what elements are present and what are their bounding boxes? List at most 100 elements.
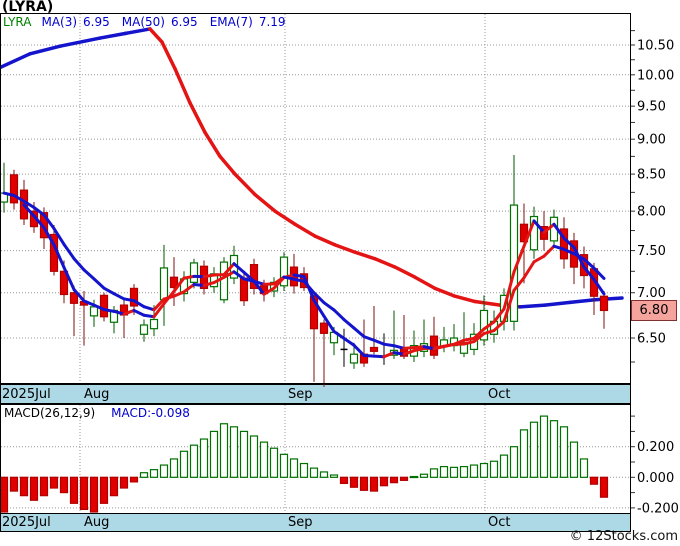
ma50-segment [28, 44, 62, 56]
ma-line-segment [172, 276, 186, 293]
ma-line-segment [202, 281, 216, 287]
candle-body [599, 295, 609, 312]
ma-line-segment [232, 270, 246, 281]
candle-body [319, 322, 329, 334]
ma50-segment [313, 234, 337, 247]
main-panel-border [0, 13, 631, 384]
price-axis-label: 8.50 [637, 168, 666, 183]
macd-bar [249, 435, 259, 478]
macd-bar [579, 458, 589, 478]
ma-line-segment [382, 351, 396, 359]
macd-bar [409, 475, 419, 479]
macd-bar [19, 476, 29, 497]
macd-bar [279, 453, 289, 478]
candle-body [429, 335, 439, 356]
macd-bar [509, 446, 519, 478]
ma-line-segment [582, 265, 596, 281]
candle-body [99, 294, 109, 318]
ma-line-segment [222, 270, 236, 279]
ma-line-segment [102, 308, 116, 313]
ma-line-segment [382, 342, 396, 348]
ma-line-segment [342, 318, 356, 330]
candle-body [149, 318, 159, 330]
month-label: 2025Jul [2, 515, 51, 530]
ma-line-segment [272, 275, 286, 286]
month-label: Oct [488, 387, 510, 402]
ma-line-segment [82, 299, 96, 307]
candle-body [89, 306, 99, 317]
macd-bar [369, 476, 379, 492]
macd-bar [289, 458, 299, 478]
ma-line-segment [32, 205, 46, 217]
x-axis-band [0, 384, 631, 404]
ma-line-segment [212, 275, 226, 285]
ma-line-segment [422, 345, 436, 351]
ma-line-segment [582, 257, 596, 270]
candle-body [219, 261, 229, 301]
ma50-segment [233, 172, 257, 197]
ma-line-segment [252, 279, 266, 296]
ma-line-segment [162, 294, 176, 301]
macd-bar [319, 471, 329, 478]
macd-bar [189, 444, 199, 478]
ma50-segment [568, 298, 597, 305]
ma-line-segment [122, 308, 136, 316]
price-axis-label: 10.00 [637, 68, 674, 83]
ma-line-segment [112, 309, 126, 316]
macd-bar [569, 441, 579, 478]
macd-bar [259, 441, 269, 478]
candle-body [9, 174, 19, 204]
candle-body [369, 346, 379, 352]
legend-ema7-value: 7.19 [258, 15, 286, 29]
ma-line-segment [52, 243, 66, 269]
macd-bar [469, 464, 479, 478]
macd-bar [149, 469, 159, 478]
ma-line-segment [42, 213, 56, 231]
month-label: Aug [84, 515, 109, 530]
macd-bar [229, 426, 239, 478]
macd-bar [549, 420, 559, 478]
macd-bar [89, 476, 99, 513]
ma-line-segment [152, 302, 166, 319]
ma-line-segment [562, 236, 576, 249]
ma-line-segment [202, 273, 216, 279]
ma50-segment [253, 192, 277, 213]
ma50-segment [293, 222, 317, 238]
macd-params-label: MACD(26,12,9) [4, 406, 96, 420]
macd-bar [139, 472, 149, 478]
ma50-segment [123, 27, 152, 36]
macd-bar [489, 460, 499, 478]
ma50-segment [188, 101, 207, 135]
legend-ema7-label: EMA(7) [209, 15, 253, 29]
price-axis-label: 7.00 [637, 286, 666, 301]
ma-line-segment [172, 290, 186, 298]
ma-line-segment [352, 343, 366, 358]
ma-line-segment [252, 279, 266, 286]
ma50-segment [373, 257, 397, 269]
ma50-segment [393, 265, 417, 279]
ma50-segment [413, 275, 437, 291]
macd-bar [179, 450, 189, 478]
ma-line-segment [542, 222, 556, 234]
macd-bar [359, 476, 369, 491]
macd-bar [529, 421, 539, 478]
ma50-segment [148, 27, 164, 44]
ma-line-segment [72, 288, 86, 303]
macd-bar [49, 476, 59, 489]
month-label: Oct [488, 515, 510, 530]
ma-line-segment [242, 277, 256, 283]
ma-line-segment [502, 270, 516, 311]
candle-body [279, 256, 289, 287]
ma-line-segment [302, 279, 316, 295]
ma-line-segment [132, 308, 146, 317]
ma-line-segment [432, 345, 446, 351]
ma-line-segment [312, 298, 326, 318]
ma-line-segment [362, 354, 376, 358]
macd-bar [299, 462, 309, 478]
macd-bar [519, 429, 529, 478]
ma-line-segment [362, 335, 376, 342]
macd-bar [429, 468, 439, 478]
ma50-segment [0, 52, 32, 70]
macd-bar [349, 476, 359, 488]
